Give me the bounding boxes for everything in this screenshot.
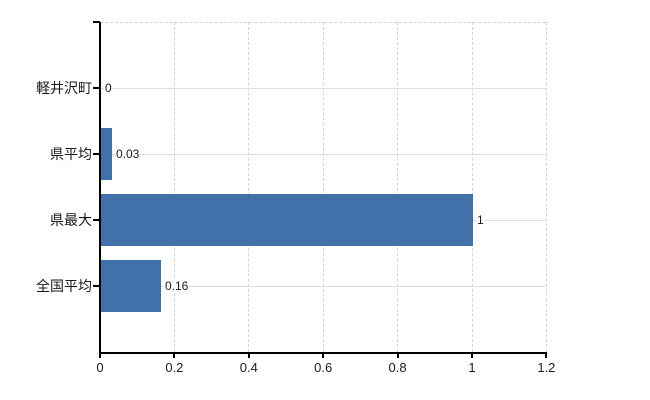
bar-value-label: 0.16	[164, 279, 190, 293]
x-gridline	[471, 22, 473, 352]
bar	[101, 194, 473, 246]
x-tick-label: 1	[468, 360, 476, 375]
x-gridline	[248, 22, 250, 352]
y-axis-tick	[93, 87, 100, 89]
category-gridline	[100, 153, 547, 155]
x-tick-label: 1.2	[537, 360, 556, 375]
y-axis-tick-top	[93, 21, 100, 23]
y-axis-tick	[93, 219, 100, 221]
category-label: 県平均	[50, 146, 92, 162]
bar-value-label: 0	[104, 81, 113, 95]
bar-value-label: 0.03	[115, 147, 141, 161]
category-gridline	[100, 285, 547, 287]
x-axis-tick	[322, 352, 325, 358]
x-gridline	[173, 22, 175, 352]
x-axis-tick	[545, 352, 548, 358]
x-tick-label: 0.8	[388, 360, 407, 375]
category-label: 軽井沢町	[36, 80, 92, 96]
x-tick-label: 0.6	[314, 360, 333, 375]
y-axis-tick	[93, 153, 100, 155]
x-axis-tick	[173, 352, 176, 358]
category-label: 全国平均	[36, 278, 92, 294]
x-gridline	[545, 22, 547, 352]
x-tick-label: 0.4	[239, 360, 258, 375]
category-label: 県最大	[50, 212, 92, 228]
x-axis-tick	[396, 352, 399, 358]
bar	[101, 128, 112, 180]
category-gridline	[100, 87, 547, 89]
x-axis-tick	[247, 352, 250, 358]
x-gridline	[322, 22, 324, 352]
y-axis-line	[99, 22, 101, 354]
x-tick-label: 0.2	[165, 360, 184, 375]
y-axis-tick	[93, 285, 100, 287]
x-axis-line	[99, 352, 548, 354]
bar-value-label: 1	[476, 213, 485, 227]
x-axis-tick	[99, 352, 101, 358]
bar	[101, 260, 161, 312]
x-gridline	[397, 22, 399, 352]
x-axis-tick	[471, 352, 473, 358]
x-tick-label: 0	[96, 360, 104, 375]
